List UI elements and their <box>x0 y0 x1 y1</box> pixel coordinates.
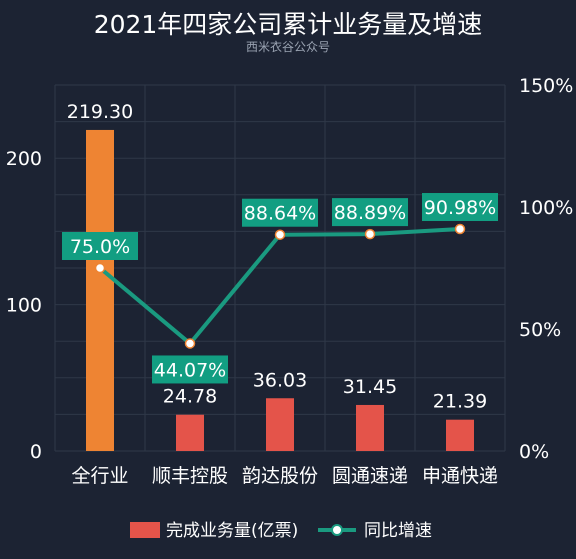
line-point <box>94 262 106 274</box>
bar-value-label: 219.30 <box>67 101 133 123</box>
line-label-box <box>152 355 228 384</box>
line-point <box>454 223 466 235</box>
line-value-label: 75.0% <box>70 236 130 258</box>
line-label-box <box>422 193 498 222</box>
line-value-label: 44.07% <box>154 359 226 381</box>
y-left-tick-label: 0 <box>30 441 42 463</box>
bar-value-label: 31.45 <box>343 376 397 398</box>
growth-line <box>98 227 461 346</box>
y-right-tick-label: 100% <box>519 197 573 219</box>
x-tick-label: 全行业 <box>71 465 128 487</box>
legend-bar-label: 完成业务量(亿票) <box>166 521 298 541</box>
line-label-box <box>62 232 138 260</box>
legend-line-label: 同比增速 <box>364 521 432 541</box>
line-value-label: 88.64% <box>244 203 316 225</box>
legend: 完成业务量(亿票) 同比增速 <box>130 521 432 541</box>
legend-line-marker <box>331 524 343 536</box>
line-point <box>274 229 286 240</box>
line-label-box <box>332 198 408 227</box>
line-value-label: 88.89% <box>334 202 406 224</box>
y-left-tick-label: 200 <box>6 148 42 170</box>
bar <box>446 419 474 451</box>
x-tick-label: 圆通速递 <box>332 465 408 487</box>
bar <box>176 414 204 451</box>
y-right-tick-label: 150% <box>519 75 573 97</box>
bars-layer <box>86 129 474 451</box>
x-tick-label: 申通快递 <box>422 465 498 487</box>
line-point <box>184 338 196 349</box>
bar-value-label: 24.78 <box>163 386 217 408</box>
bar-value-label: 21.39 <box>433 391 487 413</box>
x-tick-label: 顺丰控股 <box>152 465 228 487</box>
y-right-tick-label: 50% <box>519 319 561 341</box>
line-value-label: 90.98% <box>424 197 496 219</box>
chart-subtitle: 西米衣谷公众号 <box>246 39 330 54</box>
line-label-box <box>242 198 318 227</box>
bar <box>356 404 384 451</box>
bar <box>266 398 294 451</box>
bar <box>86 129 114 451</box>
y-left-tick-label: 100 <box>6 295 42 317</box>
y-right-tick-label: 0% <box>519 441 549 463</box>
x-tick-label: 韵达股份 <box>242 465 318 487</box>
line-point <box>364 228 376 240</box>
legend-bar-swatch <box>130 522 160 538</box>
line-layer: 75.0% 44.07% 88.64% 88.89% 90.98% <box>62 193 498 384</box>
chart-title: 2021年四家公司累计业务量及增速 <box>94 10 483 39</box>
text-layer: 0 100 200 0% 50% 100% 150% 全行业 顺丰控股 韵达股份 圆通速递 申通快递 2… <box>6 75 574 487</box>
bar-value-label: 36.03 <box>253 369 307 391</box>
